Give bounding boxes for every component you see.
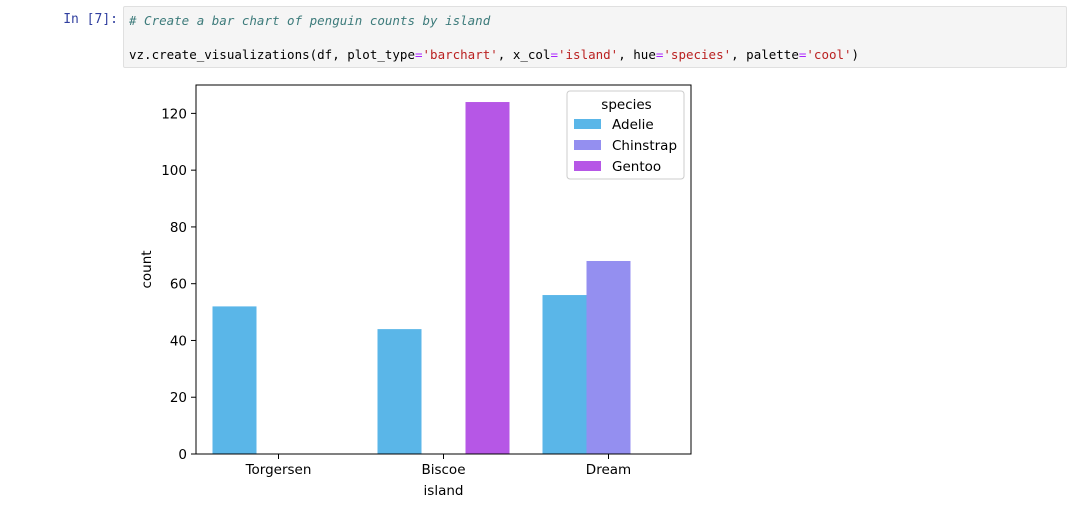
- legend-title: species: [601, 97, 651, 113]
- legend-label-gentoo: Gentoo: [612, 159, 661, 175]
- code-operator: =: [798, 47, 807, 62]
- plot-frame: [195, 84, 692, 455]
- bar-adelie-dream: [542, 295, 587, 454]
- code-cell-input[interactable]: # Create a bar chart of penguin counts b…: [123, 6, 1067, 68]
- legend-label-chinstrap: Chinstrap: [612, 138, 677, 154]
- cell-prompt: In [7]:: [63, 12, 118, 27]
- code-function-call: vz.create_visualizations(df, plot_type: [129, 47, 415, 62]
- cell-output: Torgersen Biscoe Dream 0 20 40 60 80 100 120 islan…: [123, 74, 823, 514]
- bar-gentoo-biscoe: [465, 102, 510, 455]
- y-tick-label: 80: [170, 220, 187, 236]
- code-comment: # Create a bar chart of penguin counts b…: [129, 13, 491, 28]
- x-tick-label: Biscoe: [421, 462, 465, 478]
- legend-swatch-chinstrap: [574, 140, 601, 150]
- y-tick-label: 20: [170, 390, 187, 406]
- legend-swatch-adelie: [574, 119, 601, 129]
- code-string-x-col: 'island': [558, 47, 619, 62]
- code-operator: =: [655, 47, 664, 62]
- code-operator: =: [550, 47, 558, 62]
- legend-label-adelie: Adelie: [612, 117, 654, 133]
- x-axis-label: island: [424, 483, 464, 499]
- y-tick-label: 60: [170, 277, 187, 293]
- bar-chart: Torgersen Biscoe Dream 0 20 40 60 80 100 120 islan…: [139, 84, 692, 499]
- code-call-line: vz.create_visualizations(df, plot_type='…: [129, 47, 859, 62]
- legend-swatch-gentoo: [574, 161, 601, 171]
- code-comment-line: # Create a bar chart of penguin counts b…: [129, 13, 490, 28]
- legend-box: [566, 90, 685, 180]
- x-tick-label: Torgersen: [245, 462, 312, 478]
- code-operator: =: [414, 47, 423, 62]
- code-arg-separator: , hue: [618, 47, 656, 62]
- y-tick-label: 100: [161, 163, 187, 179]
- y-tick-label: 120: [161, 106, 187, 122]
- code-string-hue: 'species': [663, 47, 732, 62]
- y-axis-label: count: [139, 250, 155, 288]
- code-close-paren: ): [851, 47, 860, 62]
- x-tick-label: Dream: [586, 462, 631, 478]
- bar-adelie-biscoe: [377, 329, 422, 454]
- code-arg-separator: , palette: [731, 47, 799, 62]
- code-string-plot-type: 'barchart': [422, 47, 498, 62]
- code-arg-separator: , x_col: [497, 47, 551, 62]
- y-tick-label: 0: [178, 447, 187, 463]
- code-string-palette: 'cool': [806, 47, 852, 62]
- bar-adelie-torgersen: [212, 306, 257, 454]
- y-tick-label: 40: [170, 333, 187, 349]
- bar-chinstrap-dream: [586, 260, 631, 454]
